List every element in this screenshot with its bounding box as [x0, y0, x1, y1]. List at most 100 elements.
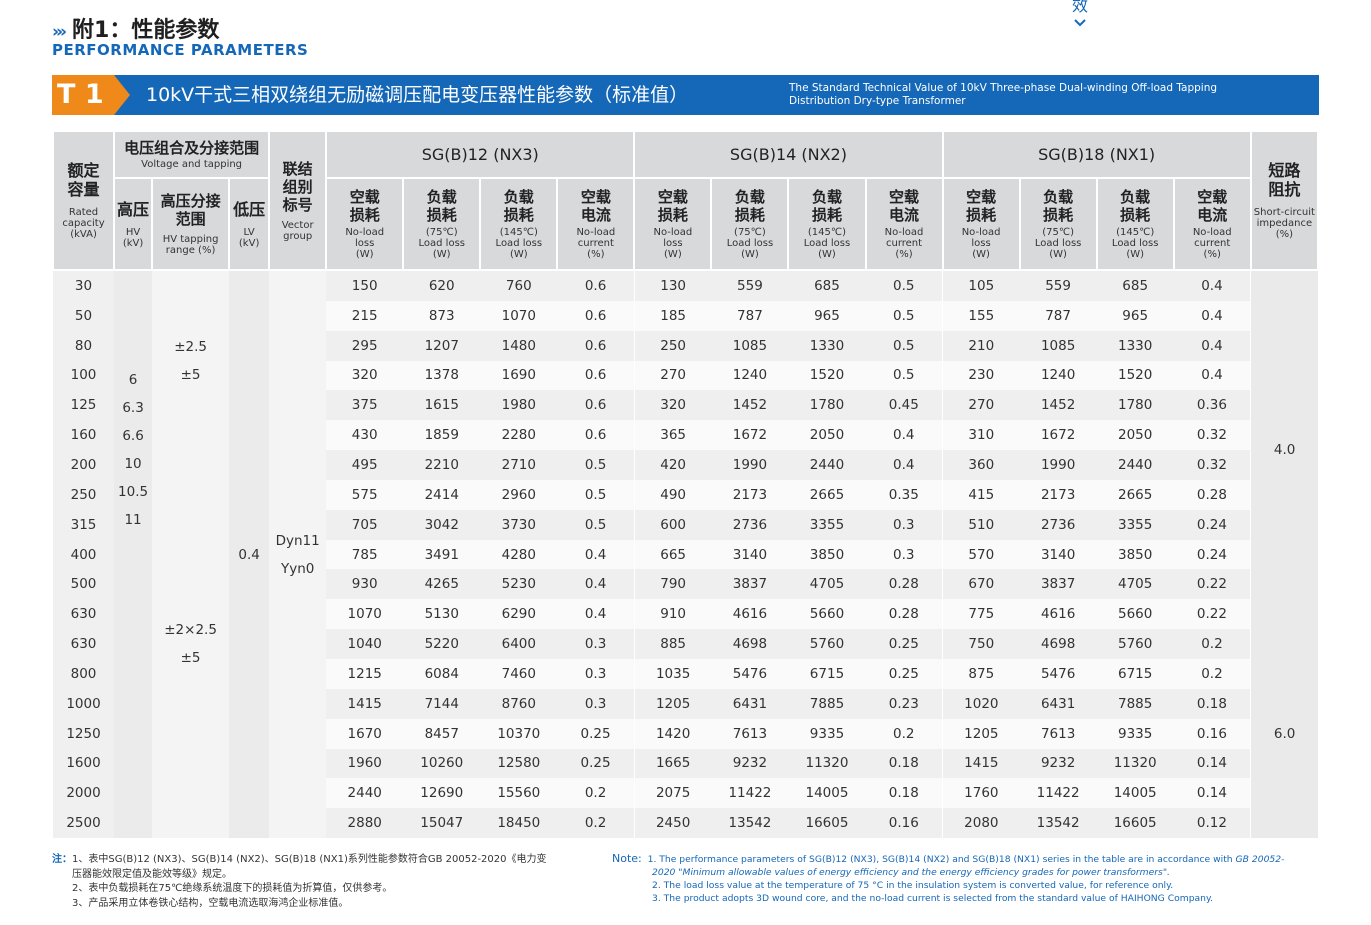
cell-value: 2173: [1019, 479, 1097, 510]
header-series-nx1: SG(B)18 (NX1): [941, 130, 1252, 179]
table-row: 2500 2880 15047 18450 0.2 2450 13542 16605 0.16 2…: [53, 808, 1318, 839]
header-sub-2-0: 空载损耗 No-load loss (W): [941, 177, 1021, 271]
cell-value: 13542: [711, 808, 789, 839]
cell-value: 4698: [1019, 629, 1097, 659]
cell-value: 0.3: [557, 629, 635, 659]
cell-value: 0.4: [557, 539, 635, 570]
chevron-down-icon[interactable]: [1073, 16, 1087, 32]
cell-value: 2736: [711, 509, 789, 540]
header-sub-1-3: 空载电流 No-load current (%): [864, 177, 944, 271]
cell-value: 15047: [403, 808, 481, 839]
header-sub-1-0: 空载损耗 No-load loss (W): [633, 177, 713, 271]
cell-value: 2210: [403, 450, 481, 480]
cell-value: 510: [942, 509, 1020, 540]
cell-value: 1960: [326, 748, 404, 779]
corner-glyph: 效: [1072, 0, 1089, 15]
cell-value: 0.4: [557, 599, 635, 630]
cell-value: 0.6: [557, 270, 635, 301]
cell-value: 559: [1019, 270, 1097, 301]
cell-value: 11320: [788, 748, 866, 779]
cell-value: 295: [326, 330, 404, 361]
cell-value: 0.5: [557, 509, 635, 540]
cell-value: 2880: [326, 808, 404, 839]
cell-value: 2414: [403, 479, 481, 510]
header-sub-0-3: 空载电流 No-load current (%): [556, 177, 636, 271]
cell-value: 0.35: [865, 479, 944, 510]
header-voltage-group: 电压组合及分接范围 Voltage and tapping: [113, 130, 271, 179]
cell-value: 2710: [480, 450, 558, 480]
cell-value: 0.5: [865, 330, 944, 361]
cell-value: 1672: [711, 420, 789, 451]
table-badge: T 1: [52, 75, 130, 115]
cell-value: 4705: [1096, 569, 1174, 600]
cell-value: 6400: [480, 629, 558, 659]
cell-value: 12580: [480, 748, 558, 779]
cell-value: 575: [326, 479, 404, 510]
cell-value: 1378: [403, 360, 481, 391]
cell-value: 1780: [1096, 390, 1174, 421]
cell-value: 490: [634, 479, 712, 510]
cell-value: 1415: [326, 688, 404, 719]
cell-value: 2440: [788, 450, 866, 480]
cell-value: 0.2: [865, 718, 944, 749]
banner-title-cn: 10kV干式三相双绕组无励磁调压配电变压器性能参数（标准值）: [146, 84, 689, 106]
cell-value: 1859: [403, 420, 481, 451]
cell-value: 3140: [1019, 539, 1097, 570]
cell-value: 1665: [634, 748, 712, 779]
cell-value: 150: [326, 270, 404, 301]
cell-value: 6715: [1096, 658, 1174, 689]
cell-capacity: 400: [53, 539, 115, 570]
cell-value: 365: [634, 420, 712, 451]
header-tap: 高压分接范围 HV tapping range (%): [151, 177, 231, 271]
cell-value: 185: [634, 300, 712, 331]
header-sub-2-2: 负载损耗 (145℃) Load loss (W): [1095, 177, 1175, 271]
banner-title-en: The Standard Technical Value of 10kV Thr…: [789, 82, 1218, 107]
cell-value: 1207: [403, 330, 481, 361]
table-row: 30 6 6.3 6.6 10 10.5 11 ±2.5 ±5 0.4 Dyn11 Yy…: [53, 270, 1318, 839]
cell-value: 14005: [788, 778, 866, 809]
cell-value: 760: [480, 270, 558, 301]
cell-value: 0.2: [557, 778, 635, 809]
cell-value: 787: [1019, 300, 1097, 331]
table-row: 400 785 3491 4280 0.4 665 3140 3850 0.3 570 3140 38…: [53, 539, 1318, 570]
performance-table: 额定容量 Rated capacity (kVA) 电压组合及分接范围 Voltag…: [51, 130, 1320, 839]
cell-value: 0.3: [865, 539, 944, 570]
cell-value: 3837: [1019, 569, 1097, 600]
cell-value: 0.16: [1173, 718, 1252, 749]
cell-value: 3837: [711, 569, 789, 600]
cell-value: 1330: [788, 330, 866, 361]
cell-value: 1990: [711, 450, 789, 480]
cell-value: 1205: [634, 688, 712, 719]
cell-value: 12690: [403, 778, 481, 809]
cell-value: 420: [634, 450, 712, 480]
cell-value: 0.4: [865, 420, 944, 451]
cell-value: 2665: [788, 479, 866, 510]
cell-value: 320: [634, 390, 712, 421]
cell-value: 965: [788, 300, 866, 331]
cell-value: 6084: [403, 658, 481, 689]
cell-value: 0.16: [865, 808, 944, 839]
cell-value: 0.45: [865, 390, 944, 421]
table-row: 2000 2440 12690 15560 0.2 2075 11422 14005 0.18 1…: [53, 778, 1318, 809]
cell-value: 0.6: [557, 420, 635, 451]
cell-value: 0.5: [557, 479, 635, 510]
cell-value: 0.28: [865, 599, 944, 630]
cell-capacity: 200: [53, 450, 115, 480]
cell-value: 0.3: [557, 658, 635, 689]
cell-value: 3140: [711, 539, 789, 570]
cell-capacity: 2000: [53, 778, 115, 809]
cell-value: 873: [403, 300, 481, 331]
cell-value: 1520: [1096, 360, 1174, 391]
table-row: 250 575 2414 2960 0.5 490 2173 2665 0.35 415 2173 2…: [53, 479, 1318, 510]
section-title: ››› 附1：性能参数: [52, 12, 219, 44]
cell-value: 9335: [788, 718, 866, 749]
cell-impedance-1: 4.0: [1250, 270, 1318, 630]
cell-capacity: 80: [53, 330, 115, 361]
cell-capacity: 250: [53, 479, 115, 510]
cell-value: 685: [1096, 270, 1174, 301]
cell-value: 5476: [1019, 658, 1097, 689]
cell-hv: 6 6.3 6.6 10 10.5 11: [114, 270, 153, 630]
cell-value: 0.25: [865, 629, 944, 659]
cell-value: 875: [942, 658, 1020, 689]
cell-value: 4265: [403, 569, 481, 600]
